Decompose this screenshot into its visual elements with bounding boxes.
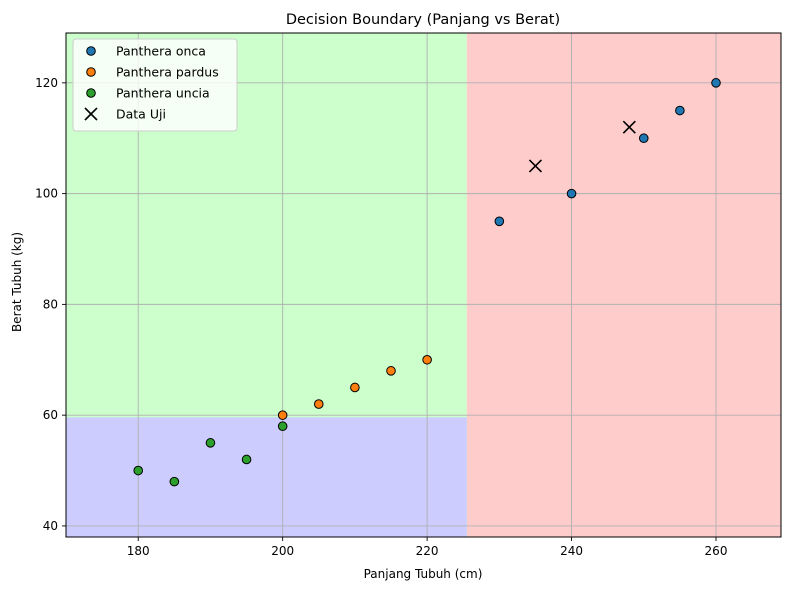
- data-points: [133, 78, 721, 487]
- y-tick-label: 60: [43, 408, 58, 422]
- panthera-pardus-point: [386, 366, 396, 376]
- red-region: [466, 33, 781, 537]
- legend-label-panthera-pardus: Panthera pardus: [116, 65, 219, 80]
- y-tick-label: 40: [43, 519, 58, 533]
- panthera-uncia-point: [241, 454, 252, 465]
- panthera-uncia-point: [133, 465, 144, 476]
- x-tick-label: 200: [271, 544, 294, 558]
- x-tick-label: 180: [127, 544, 150, 558]
- panthera-pardus-point: [277, 410, 288, 420]
- y-tick-label: 100: [35, 187, 58, 201]
- panthera-onca-point: [638, 133, 649, 144]
- data-uji-point: [622, 120, 636, 134]
- panthera-uncia-point: [169, 476, 180, 487]
- plot-frame: [65, 32, 782, 538]
- legend-label-panthera-onca: Panthera onca: [116, 44, 206, 59]
- y-tick-label: 120: [35, 76, 58, 90]
- legend-label-data-uji: Data Uji: [116, 107, 166, 122]
- x-tick-label: 220: [416, 544, 439, 558]
- x-tick-label: 260: [705, 544, 728, 558]
- legend-box: [72, 38, 238, 132]
- legend-marker-panthera-uncia: [86, 88, 96, 98]
- y-tick-label: 80: [43, 297, 58, 311]
- axis-ticks: 180 200 220 240 260 40 60 80 100 120: [35, 76, 727, 558]
- panthera-pardus-point: [350, 382, 360, 393]
- panthera-onca-point: [675, 105, 685, 116]
- panthera-uncia-point: [277, 421, 288, 432]
- panthera-pardus-point: [422, 354, 432, 365]
- data-uji-point: [528, 159, 543, 173]
- chart-title: Decision Boundary (Panjang vs Berat): [286, 12, 560, 28]
- x-axis-label: Panjang Tubuh (cm): [364, 567, 483, 581]
- blue-region: [66, 417, 467, 537]
- panthera-onca-point: [566, 188, 577, 199]
- panthera-uncia-point: [205, 438, 216, 448]
- legend-marker-panthera-onca: [86, 46, 96, 56]
- legend: Panthera onca Panthera pardus Panthera unc…: [72, 38, 238, 132]
- panthera-onca-point: [494, 216, 505, 227]
- y-axis-label: Berat Tubuh (kg): [10, 232, 24, 332]
- decision-regions: [66, 33, 781, 537]
- legend-label-panthera-uncia: Panthera uncia: [116, 86, 210, 101]
- panthera-pardus-point: [313, 399, 324, 409]
- legend-marker-data-uji: [84, 107, 98, 121]
- x-tick-label: 240: [560, 544, 583, 558]
- panthera-onca-point: [711, 78, 721, 88]
- legend-marker-panthera-pardus: [86, 67, 96, 77]
